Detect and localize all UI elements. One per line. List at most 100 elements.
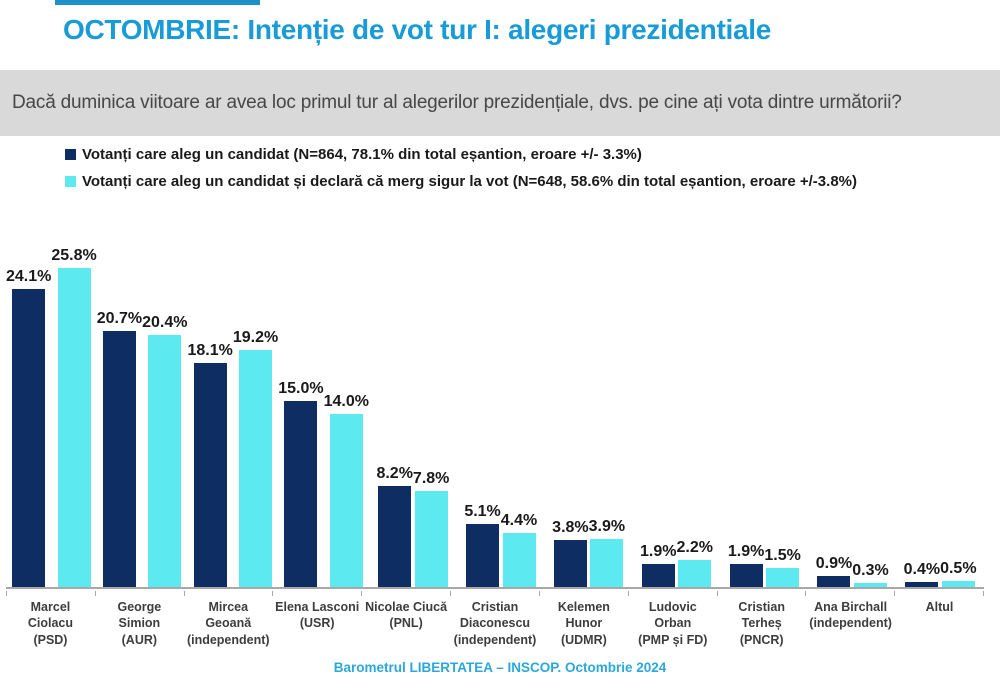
value-label-series1: 8.2% [376,464,413,482]
bar-group: 8.2% 7.8% [369,243,457,587]
axis-tick-cell [895,591,984,596]
bar-unit-series2: 3.9% [589,243,625,587]
value-label-series1: 15.0% [278,380,324,398]
bar-series2 [766,568,800,587]
bar-series1 [817,575,851,587]
bar-unit-series1: 1.9% [728,243,764,587]
bar-group: 3.8% 3.9% [545,243,633,587]
bar-series1 [905,582,939,587]
question-text: Dacă duminica viitoare ar avea loc primu… [12,92,902,113]
bar-unit-series1: 24.1% [6,243,51,587]
value-label-series2: 14.0% [323,392,369,410]
value-label-series1: 1.9% [727,542,765,560]
source-footer: Barometrul LIBERTATEA – INSCOP. Octombri… [333,660,667,675]
category-label: George Simion (AUR) [117,600,162,647]
bar-unit-series2: 0.5% [940,243,977,587]
category-label: Cristian Terheș (PNCR) [738,600,785,647]
bar-unit-series2: 19.2% [233,243,278,587]
bar-group: 15.0% 14.0% [278,243,369,587]
value-label-series2: 3.9% [588,517,626,535]
value-label-series1: 3.8% [552,519,589,536]
category-label: Marcel Ciolacu (PSD) [27,600,74,647]
bar-series2 [502,532,536,587]
bar-series1 [284,401,318,587]
legend-swatch-navy [65,149,76,160]
bar-unit-series1: 1.9% [640,243,677,587]
bar-unit-series2: 14.0% [324,243,369,587]
axis-tick-cell [718,591,807,596]
value-label-series2: 4.4% [500,511,538,529]
bar-series1 [466,523,500,587]
bar-unit-series2: 2.2% [677,243,713,587]
value-label-series1: 5.1% [464,502,501,520]
value-label-series1: 24.1% [6,267,52,285]
axis-tick-cell [273,591,363,596]
value-label-series2: 19.2% [232,328,279,346]
bar-series1 [641,563,675,587]
bar-series2 [853,583,887,587]
bar-group: 20.7% 20.4% [97,243,188,587]
bar-unit-series1: 20.7% [97,243,142,587]
page-title: OCTOMBRIE: Intenție de vot tur I: aleger… [63,14,771,45]
bar-unit-series1: 0.4% [904,243,940,587]
bar-unit-series2: 20.4% [142,243,188,587]
value-label-series2: 7.8% [412,469,450,487]
bar-group: 0.4% 0.5% [896,243,984,587]
axis-tick-cell [451,591,540,596]
chart-legend: Votanți care aleg un candidat (N=864, 78… [65,146,857,200]
bar-series1 [102,330,136,587]
value-label-series2: 0.3% [852,562,889,580]
axis-tick-cell [540,591,629,596]
bar-series1 [729,563,763,587]
cropped-header-artifact [55,0,260,5]
bar-unit-series1: 0.9% [816,243,852,587]
value-label-series2: 2.2% [676,538,713,556]
bar-series2 [678,559,712,587]
bar-unit-series1: 5.1% [464,243,501,587]
axis-tick-cell [7,591,96,596]
value-label-series1: 0.4% [903,561,941,579]
bar-unit-series2: 7.8% [413,243,449,587]
legend-item-series2: Votanți care aleg un candidat și declară… [65,173,857,190]
value-label-series2: 1.5% [764,547,801,565]
bar-group: 1.9% 2.2% [633,243,721,587]
question-band: Dacă duminica viitoare ar avea loc primu… [0,70,1000,136]
bar-unit-series1: 15.0% [278,243,324,587]
plot-area: 24.1% 25.8% 20.7% 20.4% 18.1% 19.2% 15.0% 14.0%… [6,243,984,589]
bar-unit-series2: 25.8% [51,243,97,587]
category-label: Mircea Geoană (independent) [186,600,270,647]
legend-swatch-cyan [65,176,76,187]
value-label-series2: 20.4% [142,313,188,331]
legend-label-series2: Votanți care aleg un candidat și declară… [82,173,857,190]
legend-label-series1: Votanți care aleg un candidat (N=864, 78… [82,146,642,163]
x-axis-ticks [6,591,984,596]
axis-tick-cell [806,591,896,596]
bar-group: 18.1% 19.2% [187,243,278,587]
bar-unit-series2: 0.3% [852,243,889,587]
bar-group: 1.9% 1.5% [720,243,808,587]
axis-tick-cell [362,591,452,596]
bar-series2 [590,538,624,587]
bar-series1 [553,540,587,587]
category-label: Kelemen Hunor (UDMR) [557,600,610,647]
value-label-series1: 18.1% [187,342,233,360]
bar-series1 [12,288,46,587]
bar-unit-series1: 3.8% [552,243,589,587]
category-label: Nicolae Ciucă (PNL) [365,600,448,631]
bar-series2 [57,267,91,587]
bar-group: 24.1% 25.8% [6,243,97,587]
value-label-series1: 1.9% [640,542,677,560]
value-label-series1: 20.7% [96,309,143,327]
bar-series2 [941,580,975,587]
category-label: Elena Lasconi (USR) [275,600,360,631]
bar-unit-series2: 4.4% [501,243,537,587]
category-label: Ana Birchall (independent) [809,600,892,631]
axis-tick-cell [185,591,274,596]
legend-item-series1: Votanți care aleg un candidat (N=864, 78… [65,146,857,163]
category-label: Ludovic Orban (PMP și FD) [638,600,708,647]
bar-series1 [193,363,227,587]
bar-series1 [378,485,412,587]
bar-series2 [148,334,182,587]
category-label: Cristian Diaconescu (independent) [453,600,537,647]
value-label-series1: 0.9% [815,554,853,572]
